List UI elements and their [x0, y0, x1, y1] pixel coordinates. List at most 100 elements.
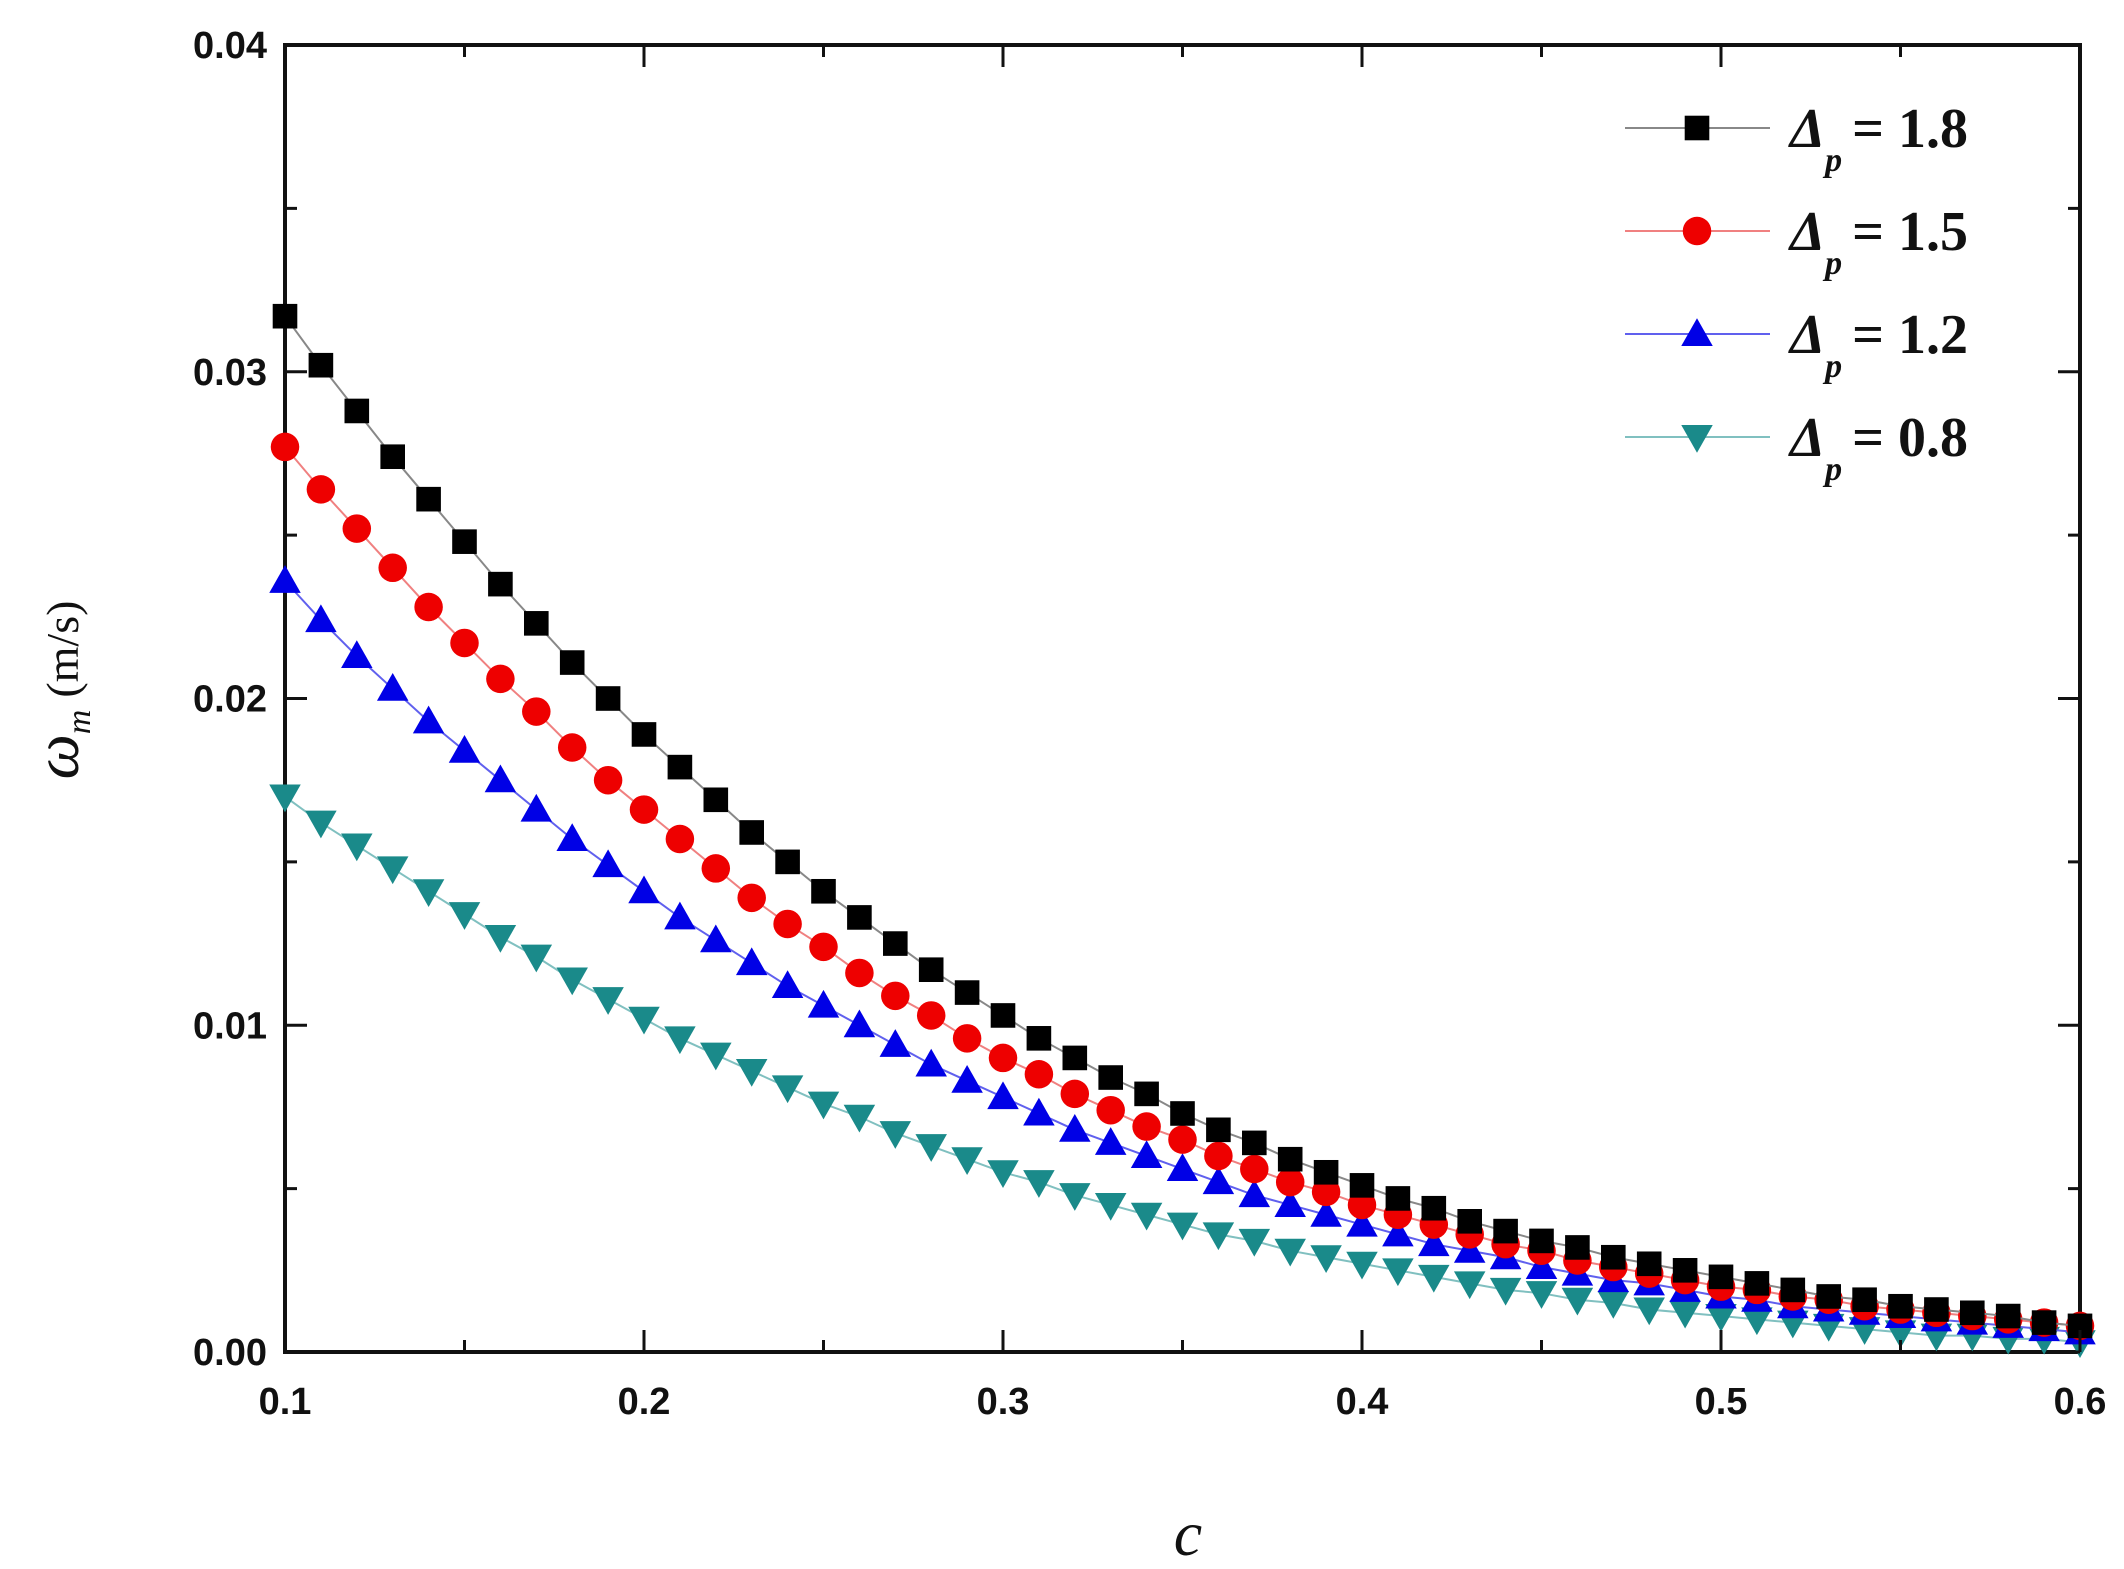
data-point [486, 664, 515, 694]
legend-label: Δp = 1.5 [1788, 201, 1968, 282]
data-point [1457, 1209, 1482, 1234]
data-point [1130, 1140, 1163, 1168]
data-point [557, 733, 587, 762]
data-point [1310, 1245, 1342, 1273]
data-point [376, 856, 409, 885]
y-tick-label: 0.03 [193, 352, 267, 394]
data-point [847, 905, 872, 930]
data-point [1096, 1095, 1125, 1125]
data-point [1311, 1177, 1341, 1207]
data-point [1238, 1228, 1271, 1257]
data-point [448, 735, 481, 763]
legend-value: = 1.2 [1852, 304, 1968, 366]
data-point [1744, 1271, 1770, 1296]
data-point [629, 795, 659, 824]
x-tick-label: 0.5 [1695, 1381, 1748, 1423]
series-line [284, 446, 2081, 1327]
data-point [1059, 1114, 1091, 1142]
legend-value: = 1.8 [1852, 98, 1968, 160]
data-point [376, 672, 409, 701]
data-point [1852, 1287, 1877, 1313]
data-point [916, 1001, 946, 1030]
legend-entry: Δp = 1.5 [1625, 201, 1968, 282]
data-point [306, 475, 336, 504]
data-point [272, 303, 298, 329]
data-point [952, 1024, 982, 1053]
data-point [524, 611, 549, 636]
data-point [556, 967, 588, 996]
data-point [1202, 1166, 1235, 1195]
data-point [1382, 1258, 1414, 1287]
data-point [987, 1081, 1019, 1110]
data-point [488, 571, 513, 597]
data-point [843, 1104, 876, 1133]
data-point [308, 352, 334, 378]
data-point [1313, 1159, 1339, 1185]
data-point [737, 883, 766, 913]
data-point [592, 849, 624, 878]
data-point [951, 1147, 983, 1175]
data-point [1597, 1290, 1630, 1319]
data-point [414, 592, 443, 622]
data-point [1130, 1202, 1163, 1231]
data-point [341, 833, 373, 862]
data-point [881, 981, 910, 1011]
data-point [1170, 1101, 1195, 1126]
series-circle [270, 432, 2095, 1341]
data-point [1166, 1212, 1199, 1241]
data-point [1705, 1304, 1737, 1332]
data-point [452, 529, 477, 554]
data-point [342, 514, 372, 543]
data-point [1453, 1271, 1486, 1300]
data-point [559, 650, 585, 675]
data-point [773, 909, 802, 939]
data-point [915, 1048, 947, 1077]
data-point [522, 697, 551, 726]
data-point [807, 1091, 840, 1120]
data-point [700, 924, 732, 953]
data-point [305, 604, 337, 633]
data-point [520, 944, 553, 973]
data-point [556, 823, 588, 852]
y-tick-label: 0.02 [193, 679, 267, 721]
data-point [1780, 1277, 1806, 1303]
data-point [448, 902, 481, 930]
legend-marker [1682, 216, 1712, 246]
data-point [1275, 1167, 1305, 1197]
data-point [380, 444, 405, 470]
legend-symbol: Δ [1788, 201, 1825, 263]
data-point [1346, 1251, 1378, 1280]
data-point [879, 1121, 912, 1149]
data-point [1418, 1228, 1450, 1257]
data-point [1023, 1097, 1055, 1126]
data-point [484, 764, 517, 793]
data-point [1094, 1127, 1127, 1155]
legend-value: = 1.5 [1852, 201, 1968, 263]
data-point [1347, 1190, 1377, 1220]
data-point [811, 878, 836, 904]
series-line [284, 795, 2081, 1344]
data-point [1060, 1079, 1090, 1109]
data-point [1277, 1146, 1303, 1172]
data-point [1741, 1307, 1773, 1336]
data-point [344, 398, 370, 424]
legend-entry: Δp = 0.8 [1625, 407, 1968, 488]
data-point [1525, 1281, 1558, 1309]
data-point [739, 820, 764, 845]
data-point [775, 849, 800, 875]
data-point [592, 987, 624, 1015]
data-point [1816, 1284, 1841, 1309]
data-point [1168, 1125, 1197, 1154]
data-point [988, 1043, 1018, 1073]
data-point [1026, 1026, 1052, 1051]
x-tick-label: 0.4 [1336, 1381, 1389, 1423]
legend-label: Δp = 1.8 [1788, 98, 1968, 179]
legend-value: = 0.8 [1852, 407, 1968, 469]
data-point [1349, 1173, 1375, 1198]
data-point [845, 958, 874, 988]
data-point [1565, 1235, 1590, 1260]
data-point [1132, 1112, 1161, 1141]
x-tick-label: 0.3 [977, 1381, 1030, 1423]
data-point [700, 1042, 732, 1071]
